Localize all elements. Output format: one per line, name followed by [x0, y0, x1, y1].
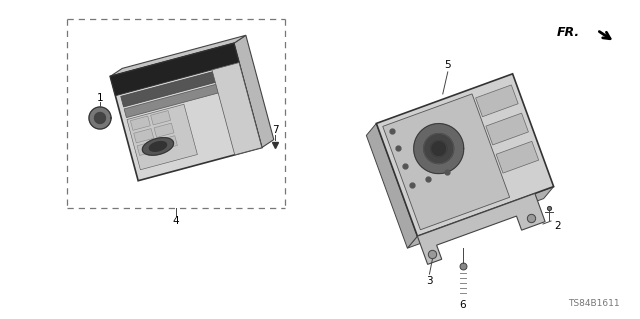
- Polygon shape: [131, 116, 150, 130]
- Text: 4: 4: [173, 216, 179, 226]
- Polygon shape: [414, 124, 464, 174]
- Text: 6: 6: [459, 300, 466, 310]
- Polygon shape: [89, 107, 111, 129]
- Polygon shape: [110, 43, 239, 96]
- Polygon shape: [110, 43, 262, 181]
- Polygon shape: [127, 104, 197, 170]
- Polygon shape: [496, 141, 539, 173]
- Polygon shape: [417, 193, 545, 264]
- Text: 2: 2: [555, 221, 561, 231]
- Polygon shape: [150, 111, 171, 125]
- Polygon shape: [149, 142, 166, 151]
- Polygon shape: [142, 138, 173, 155]
- Polygon shape: [234, 35, 274, 148]
- Polygon shape: [121, 66, 237, 107]
- Polygon shape: [134, 129, 154, 143]
- Polygon shape: [212, 63, 262, 155]
- Polygon shape: [366, 123, 417, 248]
- Polygon shape: [154, 123, 174, 137]
- Text: 3: 3: [426, 276, 433, 286]
- Polygon shape: [376, 74, 554, 236]
- Text: 7: 7: [272, 125, 278, 135]
- Polygon shape: [95, 113, 106, 123]
- Polygon shape: [124, 78, 241, 118]
- Polygon shape: [408, 187, 554, 248]
- Text: FR.: FR.: [557, 26, 580, 40]
- Text: 5: 5: [444, 60, 451, 70]
- Polygon shape: [476, 85, 518, 117]
- Polygon shape: [431, 141, 447, 157]
- Polygon shape: [424, 134, 454, 164]
- Polygon shape: [137, 141, 157, 155]
- Text: 1: 1: [97, 93, 103, 103]
- Polygon shape: [157, 136, 177, 150]
- Polygon shape: [486, 113, 529, 145]
- Text: TS84B1611: TS84B1611: [568, 299, 620, 308]
- Polygon shape: [110, 35, 246, 77]
- Polygon shape: [383, 94, 509, 230]
